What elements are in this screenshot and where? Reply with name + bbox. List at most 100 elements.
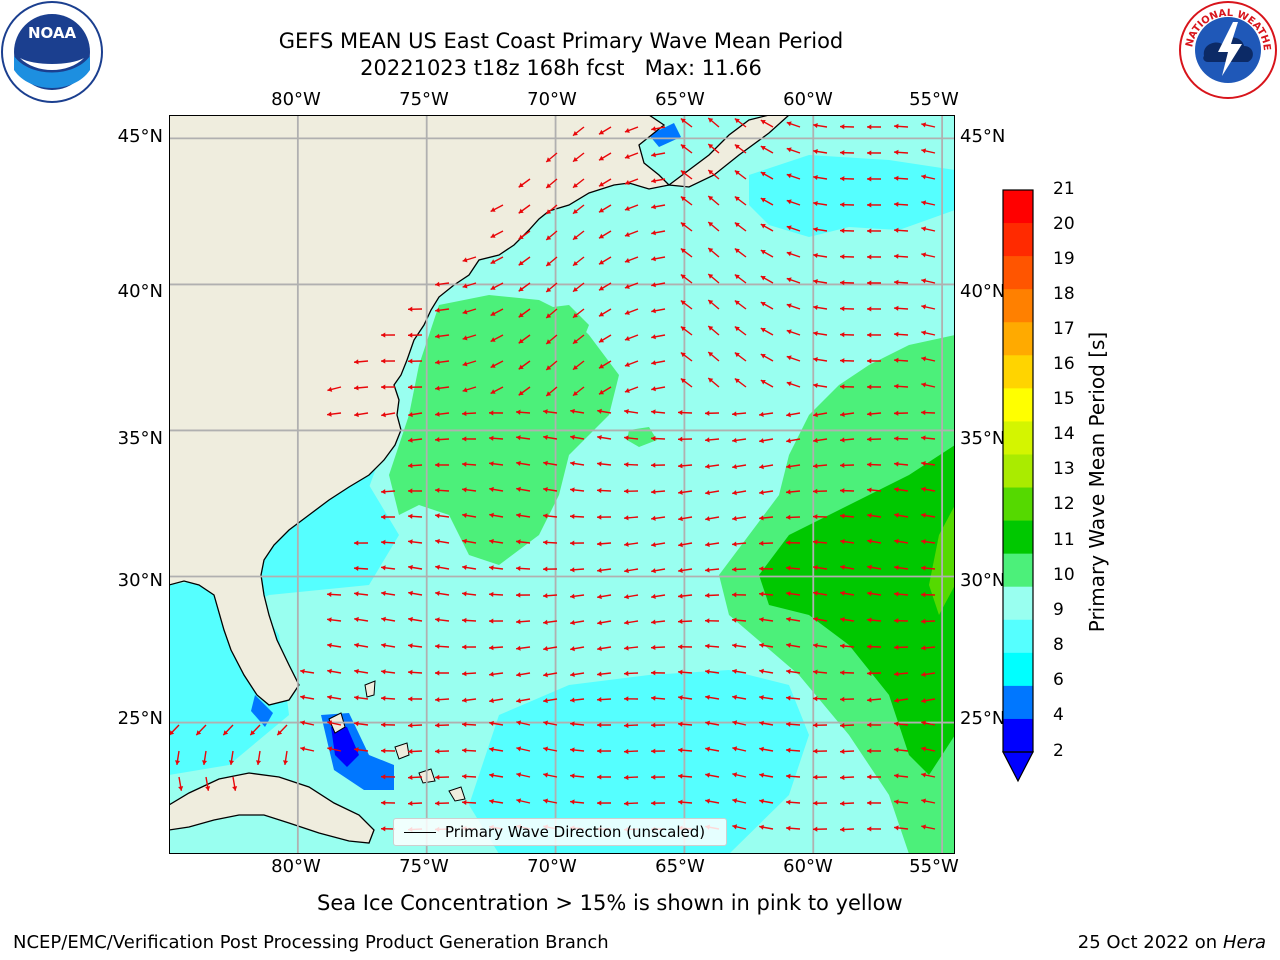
wave-arrow-head: [894, 618, 899, 624]
wave-arrow-head: [599, 129, 605, 135]
wave-arrow-head: [543, 619, 548, 625]
wave-arrow-head: [678, 695, 683, 701]
wave-arrow-head: [516, 619, 521, 625]
wave-arrow-head: [572, 364, 578, 370]
wave-arrow-head: [327, 746, 333, 752]
wave-arrow-head: [678, 669, 683, 675]
wave-arrow-head: [786, 616, 791, 622]
wave-arrow-head: [624, 284, 630, 289]
wave-arrow-head: [462, 591, 467, 597]
wave-arrow-head: [543, 593, 548, 599]
wave-arrow-head: [813, 488, 818, 494]
wave-arrow-head: [624, 594, 629, 600]
wave-arrow-head: [381, 332, 386, 338]
wave-arrow-head: [624, 128, 630, 133]
wave-arrow-head: [624, 670, 629, 677]
wave-arrow-head: [597, 461, 602, 467]
wave-arrow-head: [734, 300, 740, 306]
wave-arrow-head: [651, 695, 656, 701]
wave-arrow-head: [708, 326, 714, 331]
wave-arrow-head: [435, 513, 440, 519]
wave-arrow-head: [705, 437, 710, 443]
wave-arrow-head: [570, 408, 575, 414]
wave-arrow-head: [867, 644, 872, 650]
wave-arrow-head: [543, 772, 548, 778]
lon-label-bottom: 55°W: [909, 856, 959, 877]
colorbar-frame: [1002, 189, 1034, 753]
wave-arrow-head: [678, 567, 683, 574]
wave-arrow-head: [327, 668, 332, 674]
wave-arrow-head: [760, 327, 766, 333]
colorbar-swatch: [1003, 652, 1033, 687]
wave-arrow-head: [599, 311, 605, 317]
colorbar-swatch: [1003, 355, 1033, 389]
wave-arrow-head: [813, 278, 818, 285]
wave-arrow-head: [813, 565, 818, 571]
wave-arrow-head: [894, 773, 899, 779]
wave-arrow-head: [921, 122, 927, 128]
wave-arrow-head: [490, 207, 496, 212]
wave-arrow-head: [490, 389, 496, 394]
wave-arrow-head: [786, 438, 791, 444]
wave-arrow-head: [597, 434, 602, 441]
colorbar-tick-label: 11: [1053, 530, 1075, 550]
wave-arrow-head: [734, 248, 740, 254]
wave-arrow-head: [840, 564, 845, 570]
wave-arrow-head: [624, 619, 629, 626]
colorbar-swatch: [1003, 289, 1033, 323]
wave-arrow-head: [760, 145, 766, 151]
wave-arrow-head: [624, 515, 629, 521]
wave-arrow-head: [921, 278, 927, 284]
wave-arrow-head: [894, 279, 899, 285]
wave-arrow-head: [680, 196, 686, 202]
lon-label-top: 75°W: [399, 89, 449, 110]
colorbar-tick-label: 4: [1053, 705, 1064, 725]
wave-arrow-head: [327, 591, 332, 597]
run-date-text: 25 Oct 2022 on: [1077, 932, 1218, 953]
wave-arrow-head: [732, 694, 737, 700]
wave-arrow-head: [232, 786, 238, 791]
wave-arrow-head: [921, 592, 926, 598]
colorbar-swatch: [1003, 619, 1033, 654]
colorbar-swatch: [1003, 322, 1033, 356]
wave-arrow-head: [705, 798, 710, 804]
colorbar-tick-label: 6: [1053, 670, 1064, 690]
wave-arrow-head: [921, 720, 927, 726]
wave-arrow-head: [894, 747, 899, 753]
wave-arrow-head: [840, 228, 845, 234]
wave-arrow-head: [651, 568, 656, 574]
wave-arrow-head: [489, 486, 494, 492]
wave-arrow-head: [813, 200, 818, 207]
wave-arrow-head: [734, 352, 740, 358]
wave-arrow-head: [624, 541, 629, 547]
wave-arrow-head: [760, 249, 766, 255]
wave-arrow-head: [435, 411, 440, 417]
wave-arrow-head: [651, 334, 656, 340]
wave-arrow-head: [786, 329, 792, 335]
wave-arrow-head: [678, 542, 683, 548]
wave-arrow-head: [840, 617, 845, 623]
wave-arrow-head: [327, 411, 332, 417]
wave-arrow-head: [546, 365, 552, 370]
wave-arrow-head: [408, 384, 413, 390]
wave-arrow-head: [435, 697, 440, 703]
wave-arrow-head: [462, 387, 468, 393]
wave-arrow-head: [786, 565, 791, 571]
wave-arrow-head: [894, 436, 899, 442]
wave-arrow-head: [597, 800, 602, 806]
wave-arrow-head: [489, 565, 494, 571]
wave-arrow-head: [759, 772, 764, 778]
wave-arrow-head: [408, 616, 413, 622]
wave-arrow-head: [813, 722, 818, 728]
wave-arrow-head: [813, 148, 818, 155]
wave-arrow-head: [572, 260, 578, 266]
wave-arrow-head: [705, 592, 710, 599]
wave-arrow-head: [624, 388, 630, 393]
cyan-zone-north: [749, 155, 955, 237]
wave-arrow-head: [462, 283, 468, 289]
wave-arrow-head: [840, 437, 845, 443]
wave-arrow-head: [678, 721, 683, 727]
wave-arrow-head: [840, 748, 845, 755]
wave-arrow-head: [435, 774, 440, 780]
colorbar-tick-label: 8: [1053, 635, 1064, 655]
